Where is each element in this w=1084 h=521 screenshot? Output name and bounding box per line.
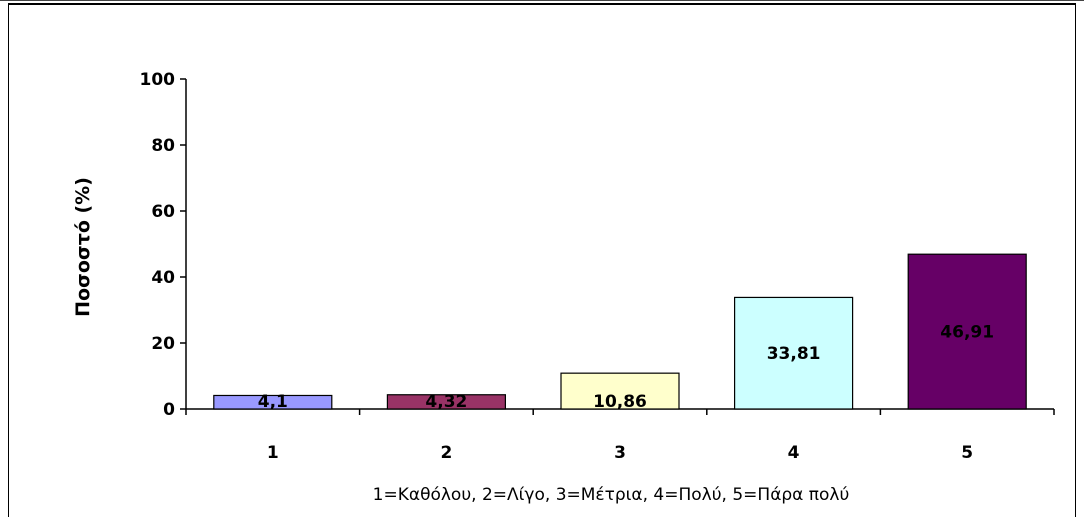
bar-5 bbox=[907, 253, 1027, 410]
bars bbox=[213, 253, 1027, 410]
y-tick-label: 100 bbox=[140, 70, 176, 90]
y-tick-label: 80 bbox=[151, 136, 175, 156]
bar-1 bbox=[213, 394, 333, 410]
data-label: 4,1 bbox=[258, 392, 288, 412]
bar-4 bbox=[733, 296, 854, 410]
top-rule bbox=[0, 0, 1084, 1]
data-label: 46,91 bbox=[940, 323, 994, 343]
x-tick-label: 4 bbox=[788, 443, 800, 463]
x-tick-label: 1 bbox=[267, 443, 279, 463]
bar-2 bbox=[386, 394, 506, 410]
bar-3 bbox=[560, 372, 680, 410]
labels: 0 20 40 60 80 100 1 4,1 2 4,32 3 10,86 4 33,81 5 46,91 bbox=[140, 70, 995, 463]
x-tick-label: 5 bbox=[961, 443, 973, 463]
data-label: 10,86 bbox=[593, 392, 647, 412]
y-axis-label: Ποσοστό (%) bbox=[72, 177, 94, 317]
chart-frame: 0 20 40 60 80 100 1 4,1 2 4,32 3 10,86 4 33,81 5 46,91 … bbox=[8, 3, 1076, 517]
bar-chart: 02040608010014,124,32310,86433,81546,91 … bbox=[72, 70, 1055, 505]
y-tick-label: 20 bbox=[151, 334, 175, 354]
y-tick-label: 60 bbox=[151, 202, 175, 222]
data-label: 33,81 bbox=[767, 344, 821, 364]
y-tick-label: 40 bbox=[151, 268, 175, 288]
x-axis-label: 1=Καθόλου, 2=Λίγο, 3=Μέτρια, 4=Πολύ, 5=Π… bbox=[373, 485, 850, 505]
data-label: 4,32 bbox=[425, 392, 467, 412]
x-tick-label: 2 bbox=[440, 443, 452, 463]
y-tick-label: 0 bbox=[163, 400, 175, 420]
x-tick-label: 3 bbox=[614, 443, 626, 463]
